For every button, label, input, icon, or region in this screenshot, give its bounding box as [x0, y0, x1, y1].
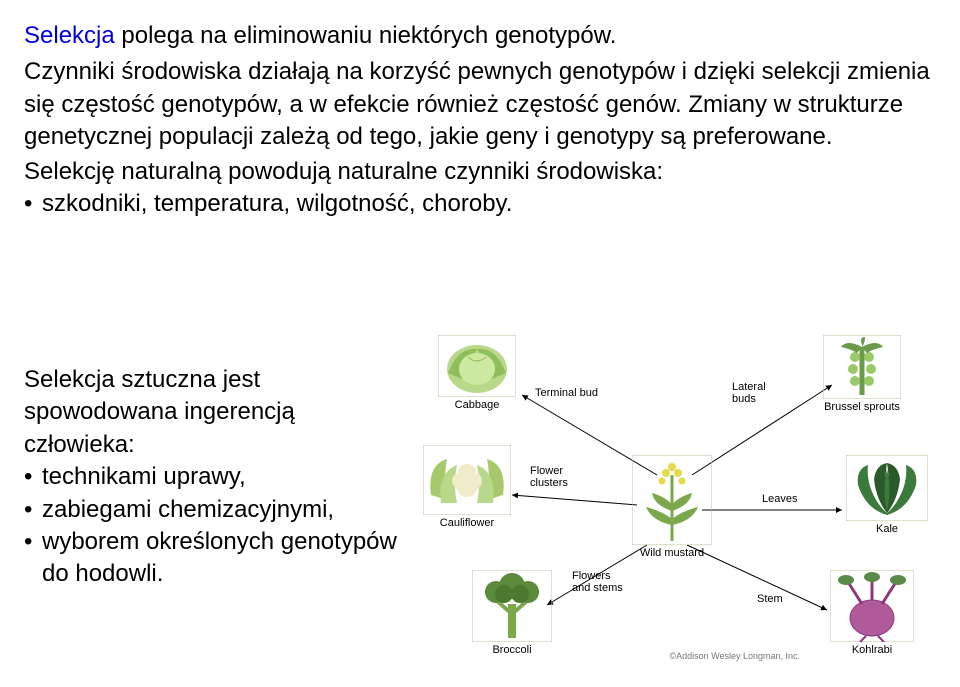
plant-wild-mustard: Wild mustard — [622, 455, 722, 559]
plant-cabbage: Cabbage — [432, 335, 522, 411]
plant-broccoli: Broccoli — [462, 570, 562, 656]
wild-mustard-label: Wild mustard — [622, 547, 722, 559]
cabbage-label: Cabbage — [432, 399, 522, 411]
plant-kale: Kale — [842, 455, 932, 535]
plant-diagram: Terminal bud Lateral buds Flower cluster… — [402, 335, 940, 665]
plant-brussels: Brussel sprouts — [807, 335, 917, 413]
bullets-artificial: technikami uprawy, zabiegami chemizacyjn… — [24, 461, 404, 591]
heading-rest: polega na eliminowaniu niektórych genoty… — [115, 22, 617, 49]
plant-cauliflower: Cauliflower — [417, 445, 517, 529]
bullet-artificial-2: zabiegami chemizacyjnymi, — [24, 494, 404, 526]
label-terminal-bud: Terminal bud — [535, 387, 598, 399]
brussels-label: Brussel sprouts — [807, 401, 917, 413]
label-stem: Stem — [757, 593, 783, 605]
kale-icon — [846, 455, 928, 521]
heading-blue: Selekcja — [24, 22, 115, 49]
intro-natural: Selekcję naturalną powodują naturalne cz… — [24, 156, 936, 188]
cabbage-icon — [438, 335, 516, 397]
bullet-artificial-1: technikami uprawy, — [24, 461, 404, 493]
intro-artificial: Selekcja sztuczna jest spowodowana inger… — [24, 364, 404, 461]
heading: Selekcja polega na eliminowaniu niektóry… — [24, 20, 936, 52]
bullet-artificial-3: wyborem określonych genotypów do hodowli… — [24, 526, 404, 591]
wild-mustard-icon — [632, 455, 712, 545]
bullets-natural: szkodniki, temperatura, wilgotność, chor… — [24, 188, 936, 220]
cauliflower-label: Cauliflower — [417, 517, 517, 529]
brussels-icon — [823, 335, 901, 399]
label-flower-clusters: Flower clusters — [530, 465, 580, 489]
label-lateral-buds: Lateral buds — [732, 381, 776, 405]
label-flowers-stems: Flowers and stems — [572, 570, 627, 594]
kale-label: Kale — [842, 523, 932, 535]
broccoli-label: Broccoli — [462, 644, 562, 656]
artificial-block: Selekcja sztuczna jest spowodowana inger… — [24, 362, 404, 591]
label-leaves: Leaves — [762, 493, 797, 505]
cauliflower-icon — [423, 445, 511, 515]
paragraph-1: Czynniki środowiska działają na korzyść … — [24, 56, 936, 153]
bullet-natural-1: szkodniki, temperatura, wilgotność, chor… — [24, 188, 936, 220]
kohlrabi-icon — [830, 570, 914, 642]
plant-kohlrabi: Kohlrabi — [822, 570, 922, 656]
broccoli-icon — [472, 570, 552, 642]
diagram-copyright: ©Addison Wesley Longman, Inc. — [669, 651, 800, 661]
kohlrabi-label: Kohlrabi — [822, 644, 922, 656]
